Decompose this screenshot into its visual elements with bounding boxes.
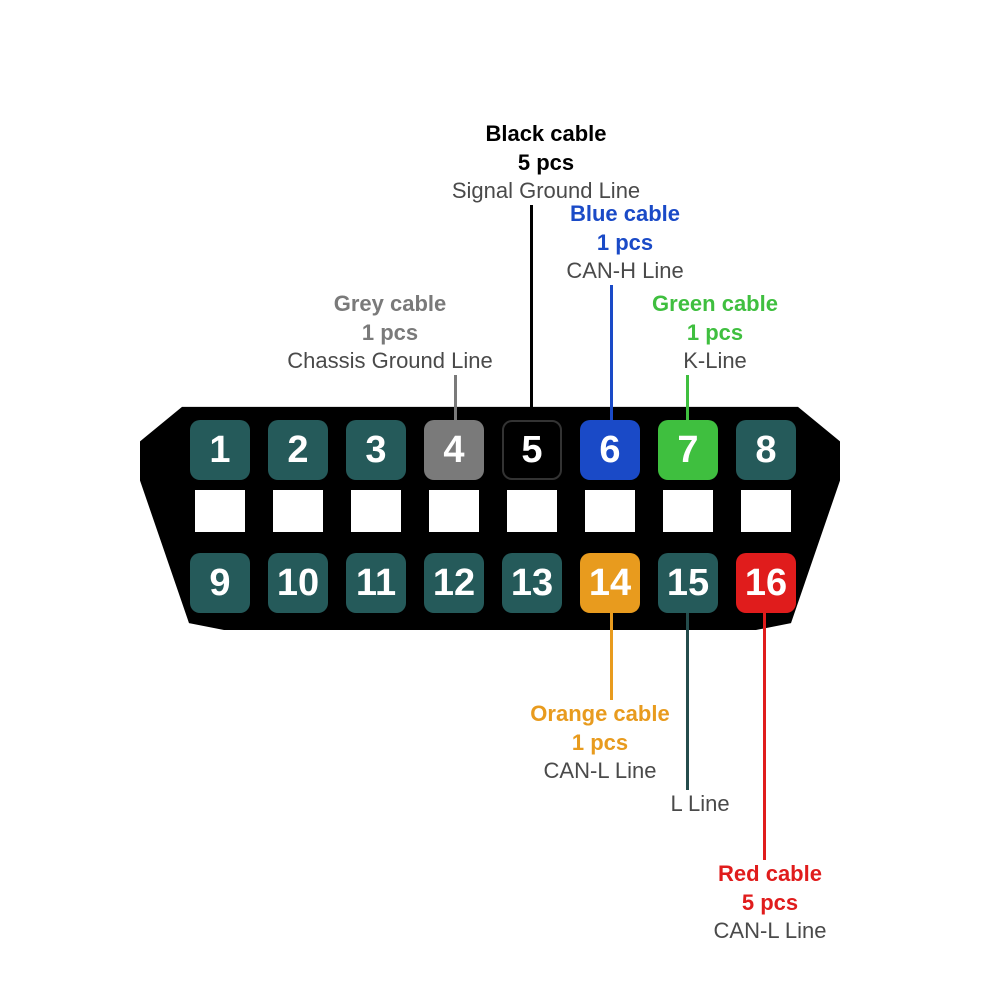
orange-label: Orange cable1 pcsCAN-L Line (500, 700, 700, 786)
red-label-desc: CAN-L Line (680, 917, 860, 946)
pin-slot (429, 490, 479, 532)
orange-label-title: Orange cable (500, 700, 700, 729)
teal-lead (686, 613, 689, 790)
pin-13: 13 (502, 553, 562, 613)
pin-slot (507, 490, 557, 532)
pin-5: 5 (502, 420, 562, 480)
teal-label-desc: L Line (640, 790, 760, 819)
pin-1: 1 (190, 420, 250, 480)
pin-16: 16 (736, 553, 796, 613)
red-label-title: Red cable (680, 860, 860, 889)
blue-label-title: Blue cable (540, 200, 710, 229)
grey-label-title: Grey cable (260, 290, 520, 319)
pin-slot (663, 490, 713, 532)
black-label-qty: 5 pcs (416, 149, 676, 178)
grey-label: Grey cable1 pcsChassis Ground Line (260, 290, 520, 376)
green-lead (686, 375, 689, 420)
pin-slot (195, 490, 245, 532)
red-lead (763, 613, 766, 860)
red-label: Red cable5 pcsCAN-L Line (680, 860, 860, 946)
pin-15: 15 (658, 553, 718, 613)
grey-label-qty: 1 pcs (260, 319, 520, 348)
pin-10: 10 (268, 553, 328, 613)
green-label-desc: K-Line (630, 347, 800, 376)
pin-12: 12 (424, 553, 484, 613)
green-label: Green cable1 pcsK-Line (630, 290, 800, 376)
grey-label-desc: Chassis Ground Line (260, 347, 520, 376)
pin-slot (585, 490, 635, 532)
black-label: Black cable5 pcsSignal Ground Line (416, 120, 676, 206)
grey-lead (454, 375, 457, 420)
pin-14: 14 (580, 553, 640, 613)
pin-slot (273, 490, 323, 532)
pin-2: 2 (268, 420, 328, 480)
pin-slot (741, 490, 791, 532)
orange-label-qty: 1 pcs (500, 729, 700, 758)
pin-4: 4 (424, 420, 484, 480)
pin-8: 8 (736, 420, 796, 480)
pin-7: 7 (658, 420, 718, 480)
pin-9: 9 (190, 553, 250, 613)
pin-6: 6 (580, 420, 640, 480)
pin-3: 3 (346, 420, 406, 480)
blue-label: Blue cable1 pcsCAN-H Line (540, 200, 710, 286)
green-label-qty: 1 pcs (630, 319, 800, 348)
black-lead (530, 205, 533, 420)
blue-label-qty: 1 pcs (540, 229, 710, 258)
orange-lead (610, 613, 613, 700)
red-label-qty: 5 pcs (680, 889, 860, 918)
black-label-title: Black cable (416, 120, 676, 149)
diagram-canvas: 12345678910111213141516 Black cable5 pcs… (0, 0, 1000, 1000)
teal-label: L Line (640, 790, 760, 819)
orange-label-desc: CAN-L Line (500, 757, 700, 786)
blue-label-desc: CAN-H Line (540, 257, 710, 286)
blue-lead (610, 285, 613, 420)
pin-slot (351, 490, 401, 532)
pin-11: 11 (346, 553, 406, 613)
green-label-title: Green cable (630, 290, 800, 319)
